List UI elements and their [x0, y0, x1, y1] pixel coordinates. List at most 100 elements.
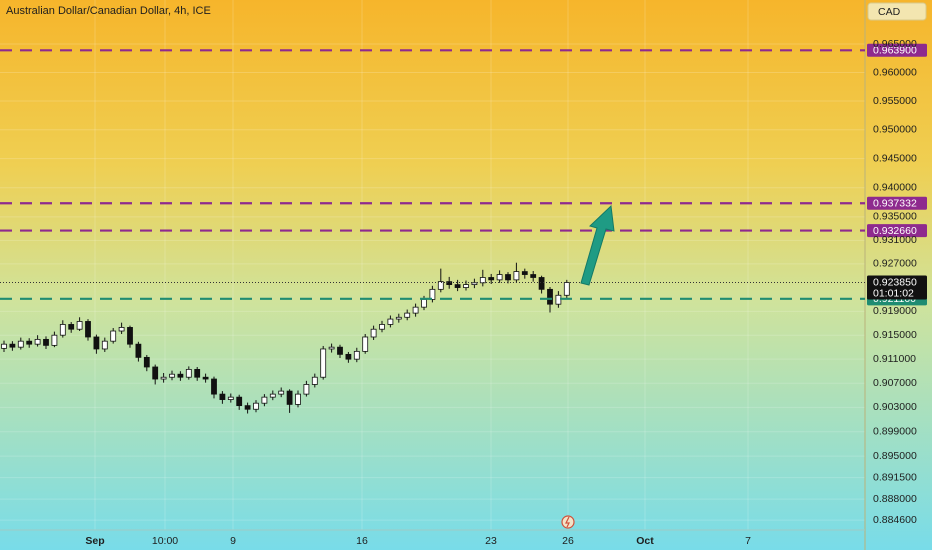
candle-body: [253, 402, 259, 410]
candle-body: [227, 396, 234, 400]
y-tick-label: 0.919000: [873, 305, 917, 317]
y-tick-label: 0.950000: [873, 124, 917, 136]
candle-body: [269, 393, 276, 398]
candle-body: [311, 376, 318, 385]
candle-body: [521, 271, 528, 275]
candle-body: [362, 336, 369, 352]
candle-body: [513, 271, 520, 281]
candle-body: [563, 282, 570, 296]
candle-body: [471, 282, 478, 285]
candle-body: [211, 378, 217, 395]
up-arrow: [580, 204, 615, 286]
y-tick-label: 0.915000: [873, 329, 917, 341]
event-icon[interactable]: [561, 515, 575, 529]
levels: 0.9639000.9373320.9326600.9211000.923850…: [0, 43, 927, 306]
y-tick-label: 0.899000: [873, 426, 917, 438]
y-tick-label: 0.931000: [873, 234, 917, 246]
candle-body: [421, 299, 427, 308]
candle-body: [429, 288, 436, 300]
candle-body: [328, 346, 335, 350]
candle-body: [68, 324, 75, 330]
candle-body: [110, 330, 117, 342]
candle-body: [337, 346, 343, 355]
candle-body: [135, 343, 142, 358]
candle-body: [496, 274, 503, 281]
x-tick-label: 26: [562, 535, 574, 547]
candle-body: [379, 324, 385, 330]
y-tick-label: 0.935000: [873, 211, 917, 223]
candle-body: [547, 288, 553, 305]
candle-body: [395, 316, 402, 320]
candle-body: [152, 366, 159, 380]
y-tick-label: 0.907000: [873, 377, 917, 389]
y-tick-label: 0.965000: [873, 38, 917, 50]
candle-body: [412, 306, 419, 314]
y-tick-label: 0.903000: [873, 401, 917, 413]
candle-body: [127, 327, 133, 345]
y-tick-label: 0.960000: [873, 66, 917, 78]
y-tick-label: 0.891500: [873, 471, 917, 483]
y-tick-label: 0.955000: [873, 95, 917, 107]
candle-body: [118, 327, 125, 332]
x-tick-label: Oct: [636, 535, 654, 547]
candle-body: [530, 274, 537, 278]
x-tick-label: 16: [356, 535, 368, 547]
candle-body: [101, 340, 108, 350]
level-label: 0.937332: [873, 198, 917, 210]
candle-body: [404, 312, 411, 318]
candle-body: [446, 281, 453, 285]
candle-body: [488, 277, 495, 281]
x-tick-label: 7: [745, 535, 751, 547]
candle-body: [43, 338, 49, 346]
candle-body: [143, 356, 150, 368]
currency-label[interactable]: CAD: [878, 6, 901, 18]
candle-body: [303, 384, 310, 395]
candle-body: [295, 393, 301, 405]
candle-body: [454, 284, 461, 288]
candle-body: [286, 390, 293, 405]
y-tick-label: 0.888000: [873, 493, 917, 505]
candle-body: [463, 284, 469, 288]
countdown-label: 01:01:02: [873, 287, 914, 299]
candle-body: [1, 343, 7, 349]
y-tick-label: 0.927000: [873, 258, 917, 270]
candle-body: [505, 274, 511, 281]
candle-body: [177, 373, 184, 378]
y-tick-label: 0.884600: [873, 514, 917, 526]
candle-body: [320, 348, 327, 378]
candles: [1, 262, 570, 414]
y-tick-label: 0.945000: [873, 152, 917, 164]
candle-body: [26, 340, 33, 345]
x-tick-label: 23: [485, 535, 497, 547]
candle-body: [219, 393, 226, 400]
candle-body: [160, 376, 167, 380]
candle-body: [185, 368, 192, 378]
candle-body: [479, 277, 486, 284]
candle-body: [169, 373, 175, 378]
x-tick-label: 10:00: [152, 535, 178, 547]
currency-button[interactable]: [867, 2, 927, 21]
x-tick-label: 9: [230, 535, 236, 547]
candle-body: [278, 390, 285, 395]
candle-body: [538, 277, 545, 290]
level-label-box: [867, 224, 927, 238]
candle-body: [345, 353, 352, 360]
candle-body: [76, 321, 83, 330]
candle-body: [9, 343, 16, 348]
chart-title: Australian Dollar/Canadian Dollar, 4h, I…: [6, 5, 211, 17]
candle-body: [51, 334, 58, 346]
level-label: 0.932660: [873, 225, 917, 237]
level-label-box: [867, 196, 927, 210]
candle-body: [387, 318, 394, 325]
event-icon-bolt: [565, 516, 570, 528]
last-price-box: [867, 275, 927, 300]
candle-body: [244, 405, 251, 410]
candle-body: [85, 321, 91, 338]
candle-body: [437, 281, 444, 290]
candle-body: [59, 324, 66, 336]
last-price-label: 0.923850: [873, 276, 917, 288]
candle-body: [194, 368, 201, 378]
